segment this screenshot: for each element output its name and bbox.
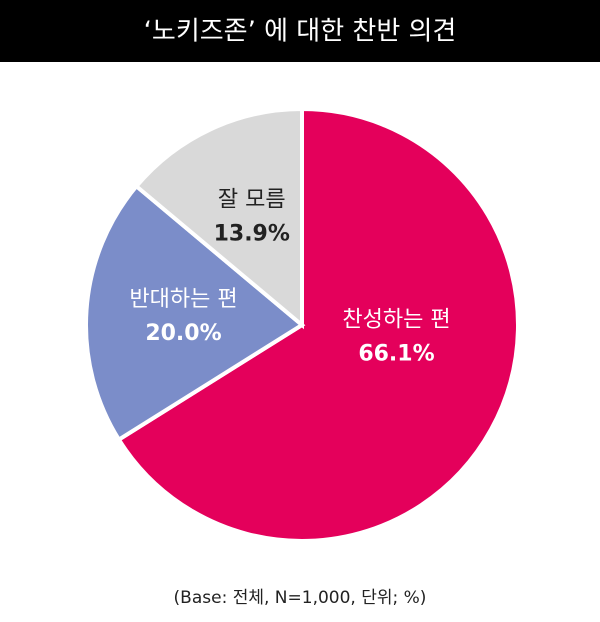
- slice-label: 찬성하는 편: [342, 307, 450, 332]
- chart-title: ‘노키즈존’ 에 대한 찬반 의견: [144, 17, 457, 47]
- footnote: (Base: 전체, N=1,000, 단위; %): [174, 588, 427, 608]
- slice-label: 잘 모름: [218, 187, 286, 212]
- title-bar: [0, 0, 600, 62]
- slice-value: 66.1%: [358, 341, 434, 366]
- slice-value: 13.9%: [214, 221, 290, 246]
- pie-slice: [116, 106, 520, 543]
- pie-slice: [133, 106, 304, 330]
- pie-slice: [84, 183, 306, 443]
- slice-label: 반대하는 편: [129, 287, 237, 312]
- slice-value: 20.0%: [145, 321, 221, 346]
